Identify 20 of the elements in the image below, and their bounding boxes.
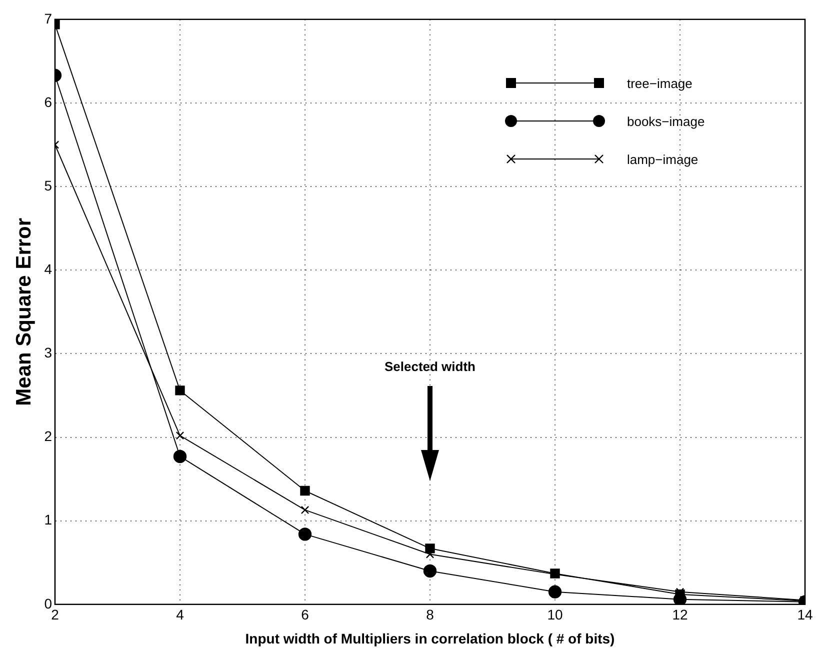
y-tick-label: 1	[44, 512, 52, 528]
legend-label: lamp−image	[626, 152, 698, 167]
y-tick-label: 0	[44, 595, 52, 612]
annotation: Selected width	[383, 359, 476, 374]
y-tick-label: 3	[44, 344, 52, 361]
legend-label: tree−image	[626, 76, 692, 91]
x-axis-title: Input width of Multipliers in correlation block ( # of bits)	[245, 630, 615, 646]
x-tick-label: 6	[301, 606, 310, 623]
y-tick-label: 5	[44, 177, 52, 194]
y-tick-label: 2	[44, 428, 52, 444]
x-tick-label: 4	[176, 606, 184, 623]
x-tick-label: 8	[426, 606, 434, 623]
y-tick-label: 6	[44, 94, 52, 110]
x-tick-label: 14	[797, 606, 813, 623]
legend-label: books−image	[626, 114, 705, 129]
x-tick-label: 10	[547, 606, 563, 623]
y-tick-label: 4	[44, 260, 52, 277]
y-tick-label: 7	[44, 10, 52, 26]
y-axis-title: Mean Square Error	[12, 218, 36, 406]
x-tick-label: 12	[672, 606, 688, 623]
